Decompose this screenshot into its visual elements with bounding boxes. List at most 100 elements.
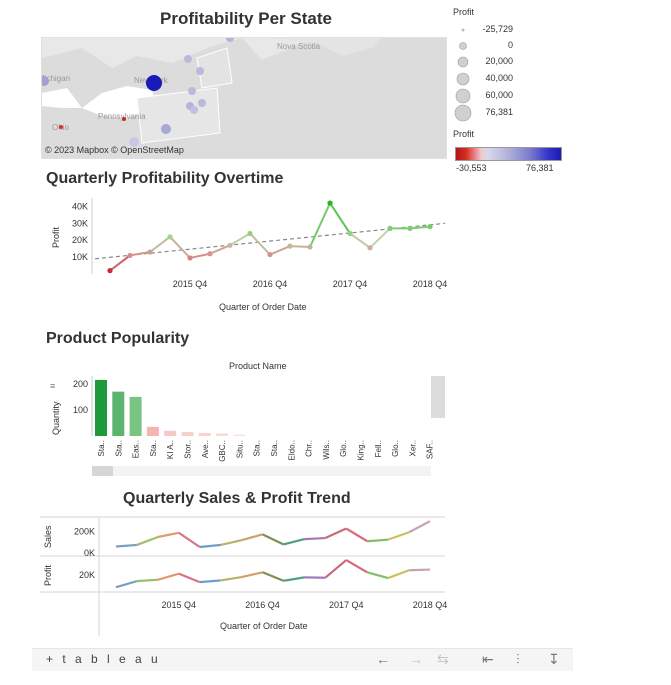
- qsp-profit-segment[interactable]: [324, 559, 347, 579]
- qsp-sales-segment[interactable]: [345, 527, 368, 543]
- qpo-point[interactable]: [107, 268, 113, 274]
- pp-bar[interactable]: [164, 430, 177, 436]
- qpo-line-segment: [129, 251, 151, 257]
- pp-vertical-scrollbar[interactable]: [431, 376, 445, 418]
- state-bubble[interactable]: [146, 75, 162, 91]
- state-bubble[interactable]: [184, 55, 192, 63]
- qsp-sales-segment[interactable]: [241, 533, 263, 542]
- qpo-chart[interactable]: 40K 30K 20K 10K 2015 Q4 2016 Q4 2017 Q4 2018 Q…: [0, 190, 460, 320]
- pp-bar[interactable]: [95, 379, 107, 436]
- revert-icon[interactable]: ⇆: [437, 651, 449, 667]
- state-shape: [136, 87, 221, 144]
- qsp-sales-segment[interactable]: [178, 531, 201, 548]
- undo-icon[interactable]: ←: [376, 651, 390, 667]
- qsp-sales-segment[interactable]: [367, 538, 389, 543]
- qsp-sales-segment[interactable]: [262, 533, 284, 546]
- pp-horizontal-scrollbar[interactable]: [92, 466, 113, 476]
- map-label-nova: Nova Scotia: [277, 42, 321, 51]
- redo-icon[interactable]: →: [409, 651, 423, 667]
- profit-map[interactable]: Nova Scotia New York Pennsylvania Ohio M…: [41, 37, 447, 159]
- qsp-profit-segment[interactable]: [283, 576, 305, 582]
- qpo-point[interactable]: [427, 224, 433, 230]
- qpo-line-segment: [349, 232, 371, 249]
- pp-bar[interactable]: [233, 434, 246, 436]
- state-bubble[interactable]: [198, 99, 206, 107]
- qsp-sales-segment[interactable]: [283, 538, 305, 546]
- share-icon[interactable]: ⫶: [516, 651, 520, 667]
- qsp-sales-segment[interactable]: [199, 543, 221, 549]
- size-circle-icon: [455, 88, 471, 104]
- qsp-sales-segment[interactable]: [324, 527, 347, 540]
- qsp-profit-segment[interactable]: [220, 575, 242, 582]
- qsp-profit-segment[interactable]: [115, 580, 138, 589]
- sort-icon[interactable]: ≡: [50, 381, 56, 391]
- qpo-point[interactable]: [227, 242, 233, 248]
- size-circle-icon: [461, 28, 465, 32]
- pp-x-tick: Fell..: [374, 440, 383, 457]
- qsp-profit-segment[interactable]: [366, 571, 389, 580]
- qpo-point[interactable]: [307, 244, 313, 250]
- qsp-chart[interactable]: Sales Profit 200K 0K 20K 2015 Q4 2016 Q4 20…: [40, 516, 450, 636]
- qsp-sales-segment[interactable]: [136, 535, 159, 546]
- pp-bar[interactable]: [146, 426, 159, 436]
- qpo-line-segment: [189, 252, 211, 259]
- qpo-point[interactable]: [387, 225, 393, 231]
- pp-chart[interactable]: 200 100 Sta.. Sta.. Eas.. Sta.. KI A.. Stor.. A…: [0, 374, 460, 484]
- qpo-point[interactable]: [207, 251, 213, 257]
- qsp-profit-label: Profit: [43, 564, 53, 586]
- qsp-profit-segment[interactable]: [136, 578, 158, 583]
- state-bubble[interactable]: [161, 124, 171, 134]
- qsp-sales-segment[interactable]: [220, 539, 242, 546]
- qpo-point[interactable]: [127, 252, 133, 259]
- qpo-point[interactable]: [367, 245, 373, 251]
- state-bubble[interactable]: [42, 76, 49, 86]
- qpo-point[interactable]: [407, 225, 413, 231]
- qpo-point[interactable]: [327, 200, 333, 206]
- qsp-profit-segment[interactable]: [178, 572, 201, 584]
- revert-all-icon[interactable]: ⇤: [482, 651, 494, 667]
- size-circle-icon: [454, 104, 472, 122]
- qpo-point[interactable]: [287, 243, 293, 249]
- state-bubble[interactable]: [226, 38, 234, 42]
- state-bubble[interactable]: [129, 137, 139, 147]
- qsp-title: Quarterly Sales & Profit Trend: [123, 490, 351, 507]
- pp-x-tick: Eldo..: [287, 440, 296, 460]
- pp-x-tick: SAF..: [426, 440, 435, 459]
- qsp-profit-segment[interactable]: [262, 571, 284, 582]
- state-bubble[interactable]: [122, 117, 126, 121]
- qsp-sales-segment[interactable]: [115, 543, 138, 548]
- qpo-y-tick: 20K: [72, 235, 88, 245]
- pp-bar[interactable]: [181, 432, 194, 436]
- qpo-point[interactable]: [247, 230, 253, 237]
- state-bubble[interactable]: [196, 67, 204, 75]
- state-bubble[interactable]: [59, 125, 63, 129]
- pp-bar[interactable]: [216, 433, 229, 436]
- pp-bar[interactable]: [198, 432, 211, 436]
- state-bubble[interactable]: [188, 87, 196, 95]
- qsp-profit-segment[interactable]: [387, 569, 410, 580]
- qpo-x-tick: 2016 Q4: [253, 279, 288, 289]
- state-bubble[interactable]: [190, 106, 198, 114]
- qpo-x-tick: 2015 Q4: [173, 279, 208, 289]
- qsp-sales-tick: 200K: [74, 527, 95, 537]
- qpo-point[interactable]: [187, 255, 193, 261]
- qsp-sales-segment[interactable]: [387, 531, 410, 541]
- qpo-x-tick: 2017 Q4: [333, 279, 368, 289]
- qsp-profit-segment[interactable]: [345, 559, 368, 574]
- pp-bar[interactable]: [112, 391, 125, 436]
- qpo-point[interactable]: [147, 249, 153, 255]
- pp-horizontal-scroll-track[interactable]: [92, 466, 431, 476]
- qsp-sales-segment[interactable]: [304, 536, 326, 541]
- qpo-point[interactable]: [267, 251, 273, 258]
- qsp-sales-segment[interactable]: [157, 531, 180, 539]
- map-title: Profitability Per State: [160, 9, 332, 28]
- pp-bar[interactable]: [129, 396, 142, 436]
- qsp-profit-segment[interactable]: [241, 571, 263, 579]
- qsp-profit-segment[interactable]: [409, 568, 431, 572]
- qsp-sales-segment[interactable]: [408, 520, 431, 534]
- qsp-profit-segment[interactable]: [199, 579, 221, 584]
- qpo-point[interactable]: [347, 230, 353, 237]
- qsp-profit-segment[interactable]: [157, 572, 180, 581]
- qpo-point[interactable]: [167, 234, 173, 240]
- download-icon[interactable]: ↧: [548, 651, 560, 667]
